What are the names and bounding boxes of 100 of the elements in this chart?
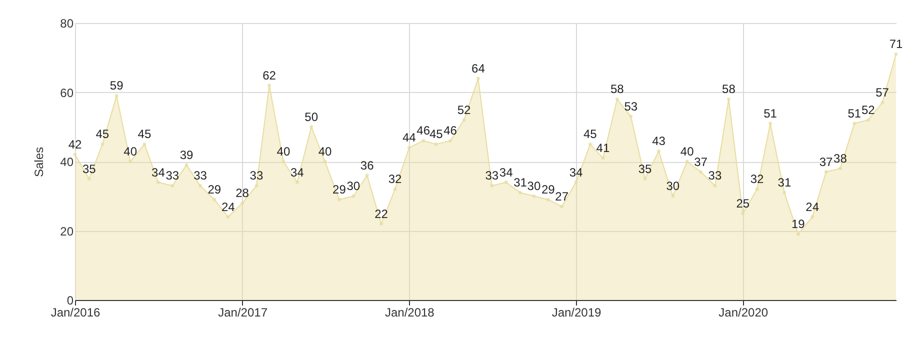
data-label: 37 [694,154,708,169]
data-label: 39 [180,148,194,162]
point [796,232,800,236]
data-label: 40 [276,144,290,158]
y-axis-title: Sales [32,146,46,178]
point [601,156,605,160]
point [588,142,592,146]
point [310,125,314,129]
data-label: 34 [499,165,514,180]
data-label: 29 [208,182,222,197]
point [337,198,341,202]
point [518,190,522,194]
data-label: 33 [194,168,208,183]
data-label: 45 [429,127,444,142]
data-label: 31 [514,176,528,190]
data-label: 40 [124,144,138,158]
data-label: 50 [304,110,318,124]
point [380,222,384,226]
point [810,215,814,219]
point [295,180,299,184]
point [852,122,856,126]
point [407,146,411,150]
point [365,174,369,178]
point [476,76,480,80]
point [170,184,174,188]
data-label: 62 [262,68,276,82]
y-tick-label: 40 [60,155,74,169]
data-label: 40 [318,144,332,158]
point [685,160,689,164]
data-label: 46 [416,124,430,138]
data-label: 29 [541,182,556,197]
data-label: 27 [555,190,569,204]
point [87,177,91,181]
point [880,100,884,104]
point [434,142,438,146]
point [671,194,675,198]
data-label: 40 [680,144,694,158]
data-label: 51 [848,106,862,120]
point [629,114,633,118]
data-label: 52 [457,102,472,117]
point [560,204,564,208]
point [726,97,730,101]
point [574,180,578,184]
data-label: 64 [472,61,486,76]
data-label: 34 [290,165,304,180]
point [838,166,842,170]
point [100,142,104,146]
data-label: 36 [360,158,374,172]
data-label: 24 [806,200,820,214]
point [462,118,466,122]
point [323,160,327,164]
data-label: 38 [834,151,848,166]
point [184,163,188,167]
point [128,160,132,164]
x-tick-label: Jan/2018 [384,306,435,320]
point [352,194,356,198]
y-tick-label: 20 [60,224,74,238]
point [504,180,508,184]
data-label: 57 [876,86,890,100]
data-label: 33 [485,168,499,183]
point [114,94,118,98]
data-label: 30 [666,179,680,194]
data-label: 46 [444,124,458,138]
point [156,180,160,184]
point [422,138,426,142]
data-label: 45 [96,127,110,142]
point [142,142,146,146]
data-label: 24 [221,200,236,214]
data-label: 45 [138,127,152,142]
point [643,177,647,181]
data-label: 19 [791,217,806,232]
data-label: 33 [166,168,180,183]
x-tick-label: Jan/2019 [552,306,602,320]
point [615,97,619,101]
data-label: 33 [250,168,264,183]
data-label: 34 [569,165,584,180]
data-label: 58 [722,82,736,96]
point [226,215,230,219]
point [768,122,772,126]
data-label: 28 [236,186,250,200]
point [657,149,660,153]
x-tick-label: Jan/2016 [50,306,101,320]
x-tick-label: Jan/2017 [218,306,268,320]
point [546,198,550,202]
x-tick-label: Jan/2020 [718,306,768,320]
point [782,190,786,194]
data-label: 43 [652,134,666,148]
point [824,170,828,174]
point [282,160,286,164]
data-label: 34 [152,165,166,180]
point [268,84,272,88]
data-label: 35 [82,162,96,176]
data-label: 42 [68,138,82,152]
data-label: 52 [861,102,876,117]
point [198,184,202,188]
data-label: 59 [110,78,124,93]
data-label: 37 [819,154,834,169]
point [894,52,898,56]
data-label: 51 [764,106,778,120]
point [212,198,216,202]
